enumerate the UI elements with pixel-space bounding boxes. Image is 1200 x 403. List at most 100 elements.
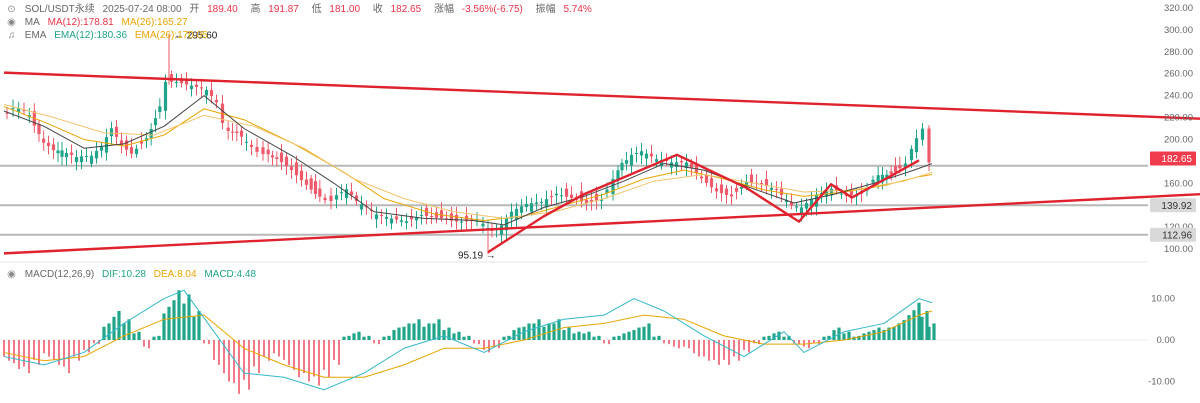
dif-line [3, 289, 933, 391]
macd-bar [877, 327, 881, 340]
macd-bar [253, 340, 255, 367]
macd-bar [313, 340, 315, 377]
high-label: 高 [250, 4, 261, 15]
macd-bar [122, 323, 126, 340]
candle-body [17, 108, 21, 112]
macd-bar [263, 340, 265, 357]
macd-bar [897, 323, 901, 340]
candle-body [329, 195, 333, 202]
candle-body [179, 79, 184, 84]
candle-body [439, 210, 444, 219]
eye-icon[interactable]: ◉ [7, 269, 16, 280]
price-axis-tick: 260.00 [1164, 69, 1193, 80]
macd-bar [808, 340, 810, 349]
macd-bar [342, 336, 346, 340]
change-label: 涨幅 [433, 4, 454, 15]
macd-bar [857, 335, 861, 340]
candle-body [594, 193, 599, 201]
macd-bar [632, 330, 636, 340]
candle-body [554, 193, 559, 196]
change-value: -3.56%(-6.75) [461, 4, 523, 15]
macd-bar [532, 323, 536, 340]
macd-bar [362, 336, 366, 340]
candle-body [129, 147, 134, 154]
candle-body [359, 204, 364, 210]
dif-value: DIF:10.28 [102, 269, 146, 280]
current-price-tag: 182.65 [1161, 154, 1192, 165]
candle-body [734, 187, 739, 192]
macd-bar [177, 290, 181, 340]
candle-body [199, 87, 204, 89]
candle-body [74, 156, 79, 163]
candle-body [384, 216, 389, 219]
candle-body [230, 131, 235, 133]
macd-bar [663, 340, 665, 344]
candle-body [704, 174, 709, 183]
macd-bar [932, 323, 936, 340]
macd-bar [627, 331, 631, 340]
candle-body [344, 189, 349, 199]
macd-bar [298, 340, 300, 378]
macd-bar [213, 340, 215, 360]
macd-bar [143, 340, 145, 347]
macd-bar [762, 336, 766, 340]
candle-body [724, 188, 729, 195]
macd-bar [243, 340, 245, 380]
macd-bar [612, 336, 616, 340]
macd-bar [862, 333, 866, 340]
candle-body [409, 216, 414, 220]
price-axis-tick: 300.00 [1164, 25, 1193, 36]
candle-body [599, 199, 604, 201]
macd-bar [907, 315, 911, 340]
macd-bar [323, 340, 325, 370]
candle-body [889, 171, 893, 175]
macd-bar [152, 336, 156, 340]
eye-icon[interactable]: ◉ [7, 17, 16, 28]
candle-body [893, 165, 898, 173]
price-axis-tick: 280.00 [1164, 47, 1193, 58]
macd-bar [467, 335, 471, 340]
macd-bar [673, 340, 675, 347]
macd-bar [668, 340, 670, 345]
candle-body [220, 103, 225, 123]
macd-bar [657, 335, 661, 340]
candle-body [620, 162, 624, 171]
candle-body [299, 170, 304, 181]
macd-bar [688, 340, 690, 349]
current-price-tag-bg [1150, 151, 1196, 166]
candle-body [184, 79, 189, 85]
macd-bar [258, 340, 260, 374]
macd-bar [132, 333, 136, 340]
candle-body [829, 188, 834, 196]
macd-bar [43, 340, 45, 354]
candle-body [509, 211, 514, 219]
ema26-line [3, 103, 933, 219]
candle-body [564, 188, 569, 197]
macd-bar [917, 302, 921, 340]
macd-bar [798, 340, 800, 345]
bell-icon[interactable]: ♫ [7, 30, 16, 41]
candle-body [139, 140, 144, 144]
macd-bar [683, 340, 685, 347]
macd-bar [392, 330, 396, 340]
macd-bar [772, 333, 776, 340]
candle-body [809, 199, 814, 207]
macd-bar [925, 311, 929, 340]
macd-bar [522, 326, 526, 340]
candle-body [789, 201, 794, 206]
macd-bar [333, 340, 335, 360]
macd-bar [478, 340, 480, 345]
candle-body [611, 178, 615, 195]
macd-bar [603, 340, 605, 344]
candle-body [60, 150, 64, 157]
dea-value: DEA:8.04 [153, 269, 197, 280]
candle-body [839, 193, 844, 195]
settings-toggle-icon[interactable]: ⊙ [7, 4, 16, 15]
macd-bar [813, 340, 815, 344]
candle-body [679, 160, 684, 163]
candle-body [419, 214, 424, 216]
price-axis-tick: 200.00 [1164, 134, 1193, 145]
macd-bar [452, 333, 456, 340]
price-axis-tick: 320.00 [1164, 3, 1193, 14]
